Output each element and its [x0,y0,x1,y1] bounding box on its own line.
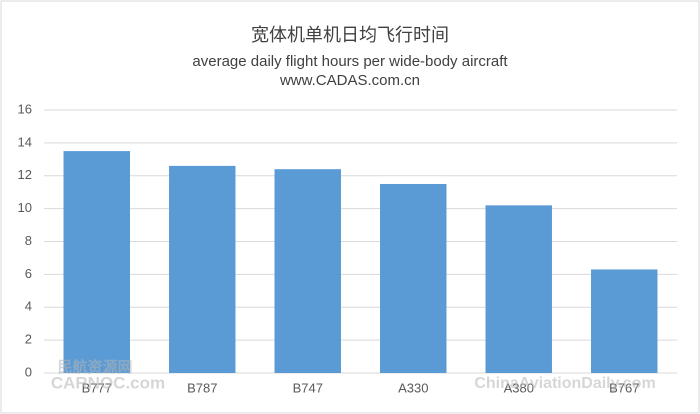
y-tick-label: 10 [18,200,32,215]
chart-subtitle: average daily flight hours per wide-body… [192,53,508,70]
y-tick-label: 0 [25,364,32,379]
watermark: 民航资源网 [57,358,132,376]
y-tick-label: 8 [25,233,32,248]
bar [63,151,130,373]
watermark: CARNOC.com [51,373,165,392]
chart-title: 宽体机单机日均飞行时间 [251,25,449,45]
x-tick-label: B777 [82,380,112,395]
x-tick-label: B767 [609,380,639,395]
y-tick-label: 16 [18,101,32,116]
bar [591,269,658,373]
x-tick-label: A380 [504,380,534,395]
bar [274,169,341,373]
y-tick-label: 14 [18,134,32,149]
bar [380,183,447,373]
x-tick-label: B747 [293,380,323,395]
x-tick-label: A330 [398,380,428,395]
watermark: ChinaAviationDaily.com [474,375,655,392]
y-tick-label: 2 [25,332,32,347]
y-tick-label: 4 [25,299,32,314]
y-tick-label: 6 [25,266,32,281]
y-tick-label: 12 [18,167,32,182]
x-tick-label: B787 [187,380,217,395]
chart-source: www.CADAS.com.cn [279,72,420,89]
bar [169,165,236,373]
bar [485,205,552,373]
